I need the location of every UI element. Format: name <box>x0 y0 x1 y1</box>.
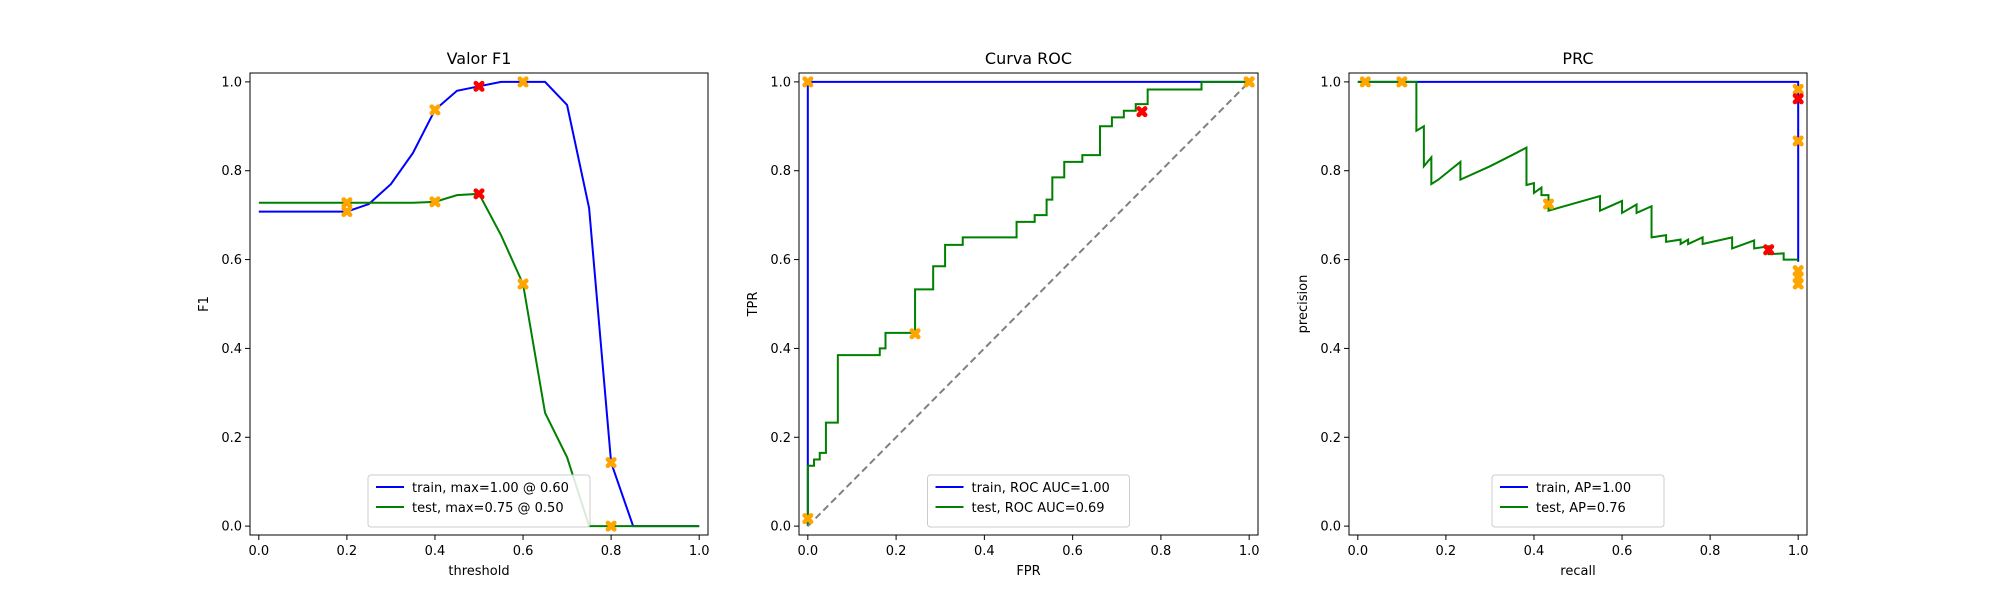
y-tick-label: 0.6 <box>221 253 242 268</box>
x-tick-label: 1.0 <box>1788 544 1809 559</box>
legend-label-1: test, ROC AUC=0.69 <box>972 501 1105 516</box>
y-axis-label: TPR <box>746 292 761 318</box>
threshold-marker-0-7 <box>605 520 617 532</box>
legend-label-1: test, AP=0.76 <box>1536 501 1626 516</box>
x-tick-label: 0.6 <box>513 544 534 559</box>
y-tick-label: 0.6 <box>770 253 791 268</box>
threshold-marker-1-0 <box>473 80 485 92</box>
threshold-marker-1-0 <box>1792 93 1804 105</box>
legend-box <box>927 474 1130 528</box>
y-tick-label: 0.6 <box>1320 253 1341 268</box>
chart-title: Valor F1 <box>447 49 512 68</box>
threshold-marker-0-5 <box>429 196 441 208</box>
y-axis-label: F1 <box>197 296 212 312</box>
markers <box>341 76 617 532</box>
legend-box <box>367 474 591 528</box>
series-line-0 <box>258 80 700 528</box>
legend-label-0: train, max=1.00 @ 0.60 <box>412 481 569 496</box>
x-tick-label: 0.6 <box>1062 544 1083 559</box>
series-line-1 <box>1357 80 1799 261</box>
x-axis-label: recall <box>1560 564 1595 579</box>
y-axis-label: precision <box>1296 275 1311 334</box>
x-tick-label: 0.4 <box>974 544 995 559</box>
x-tick-label: 0.0 <box>797 544 818 559</box>
threshold-marker-0-2 <box>802 513 814 525</box>
y-tick-label: 1.0 <box>770 75 791 90</box>
legend: train, max=1.00 @ 0.60 test, max=0.75 @ 0… <box>367 474 591 528</box>
x-tick-label: 0.2 <box>337 544 358 559</box>
plot-area <box>1357 80 1800 262</box>
y-tick-label: 0.4 <box>770 342 791 357</box>
threshold-marker-0-2 <box>1792 83 1804 95</box>
x-tick-label: 0.4 <box>425 544 446 559</box>
threshold-marker-0-0 <box>341 206 353 218</box>
y-tick-label: 0.0 <box>770 520 791 535</box>
threshold-marker-0-6 <box>1542 198 1554 210</box>
x-tick-label: 0.2 <box>886 544 907 559</box>
threshold-marker-0-3 <box>1792 135 1804 147</box>
markers <box>1359 76 1804 290</box>
x-axis-label: threshold <box>448 564 509 579</box>
threshold-marker-1-0 <box>1136 106 1148 118</box>
legend: train, ROC AUC=1.00 test, ROC AUC=0.69 <box>927 474 1130 528</box>
threshold-marker-0-2 <box>517 76 529 88</box>
series-line-0 <box>1357 80 1800 262</box>
plot-area <box>258 80 700 528</box>
y-tick-label: 0.8 <box>770 164 791 179</box>
legend-box <box>1491 474 1665 528</box>
y-tick-label: 0.4 <box>1320 342 1341 357</box>
chart-panel-1: Curva ROC 0.0 0.2 0.4 0.6 0.8 1.0 0.0 0.2 0.4 0.6 0… <box>746 49 1260 579</box>
x-tick-label: 0.4 <box>1524 544 1545 559</box>
legend-label-0: train, AP=1.00 <box>1536 481 1631 496</box>
x-tick-label: 1.0 <box>1239 544 1260 559</box>
axes-frame <box>1348 72 1808 536</box>
diagonal-reference-line <box>807 81 1250 527</box>
legend-label-1: test, max=0.75 @ 0.50 <box>412 501 564 516</box>
x-tick-label: 0.8 <box>601 544 622 559</box>
threshold-marker-0-4 <box>1243 76 1255 88</box>
plot-area <box>806 80 1250 527</box>
threshold-marker-0-3 <box>909 328 921 340</box>
y-tick-label: 0.0 <box>221 520 242 535</box>
chart-panel-0: Valor F1 0.0 0.2 0.4 0.6 0.8 1.0 0.0 0.2 0.4 0.6 0.… <box>197 49 710 579</box>
x-tick-label: 0.0 <box>248 544 269 559</box>
threshold-marker-0-0 <box>802 76 814 88</box>
x-tick-label: 1.0 <box>689 544 710 559</box>
axes-frame <box>798 72 1259 536</box>
y-tick-label: 0.8 <box>221 164 242 179</box>
y-tick-label: 1.0 <box>1320 75 1341 90</box>
threshold-marker-0-1 <box>1396 76 1408 88</box>
threshold-marker-1-1 <box>473 188 485 200</box>
x-tick-label: 0.8 <box>1700 544 1721 559</box>
threshold-marker-0-7 <box>1792 271 1804 283</box>
y-tick-label: 0.2 <box>221 431 242 446</box>
threshold-marker-1-1 <box>1763 244 1775 256</box>
chart-title: PRC <box>1562 49 1593 68</box>
x-tick-label: 0.8 <box>1151 544 1172 559</box>
axes-frame <box>249 72 709 536</box>
legend: train, AP=1.00 test, AP=0.76 <box>1491 474 1665 528</box>
y-tick-label: 0.8 <box>1320 164 1341 179</box>
chart-panel-2: PRC 0.0 0.2 0.4 0.6 0.8 1.0 0.0 0.2 0.4 0.6 0.8 1.0 r… <box>1296 49 1809 579</box>
legend-label-0: train, ROC AUC=1.00 <box>972 481 1110 496</box>
y-tick-label: 0.4 <box>221 342 242 357</box>
y-tick-label: 0.2 <box>1320 431 1341 446</box>
chart-title: Curva ROC <box>985 49 1072 68</box>
x-axis-label: FPR <box>1016 564 1040 579</box>
markers <box>802 76 1255 525</box>
y-tick-label: 0.0 <box>1320 520 1341 535</box>
threshold-marker-0-1 <box>429 104 441 116</box>
x-tick-label: 0.2 <box>1436 544 1457 559</box>
y-tick-label: 1.0 <box>221 75 242 90</box>
x-tick-label: 0.6 <box>1612 544 1633 559</box>
x-tick-label: 0.0 <box>1347 544 1368 559</box>
threshold-marker-0-6 <box>517 278 529 290</box>
threshold-marker-0-4 <box>341 197 353 209</box>
threshold-marker-0-3 <box>605 457 617 469</box>
threshold-marker-0-0 <box>1359 76 1371 88</box>
y-tick-label: 0.2 <box>770 431 791 446</box>
series-line-1 <box>806 80 1250 527</box>
